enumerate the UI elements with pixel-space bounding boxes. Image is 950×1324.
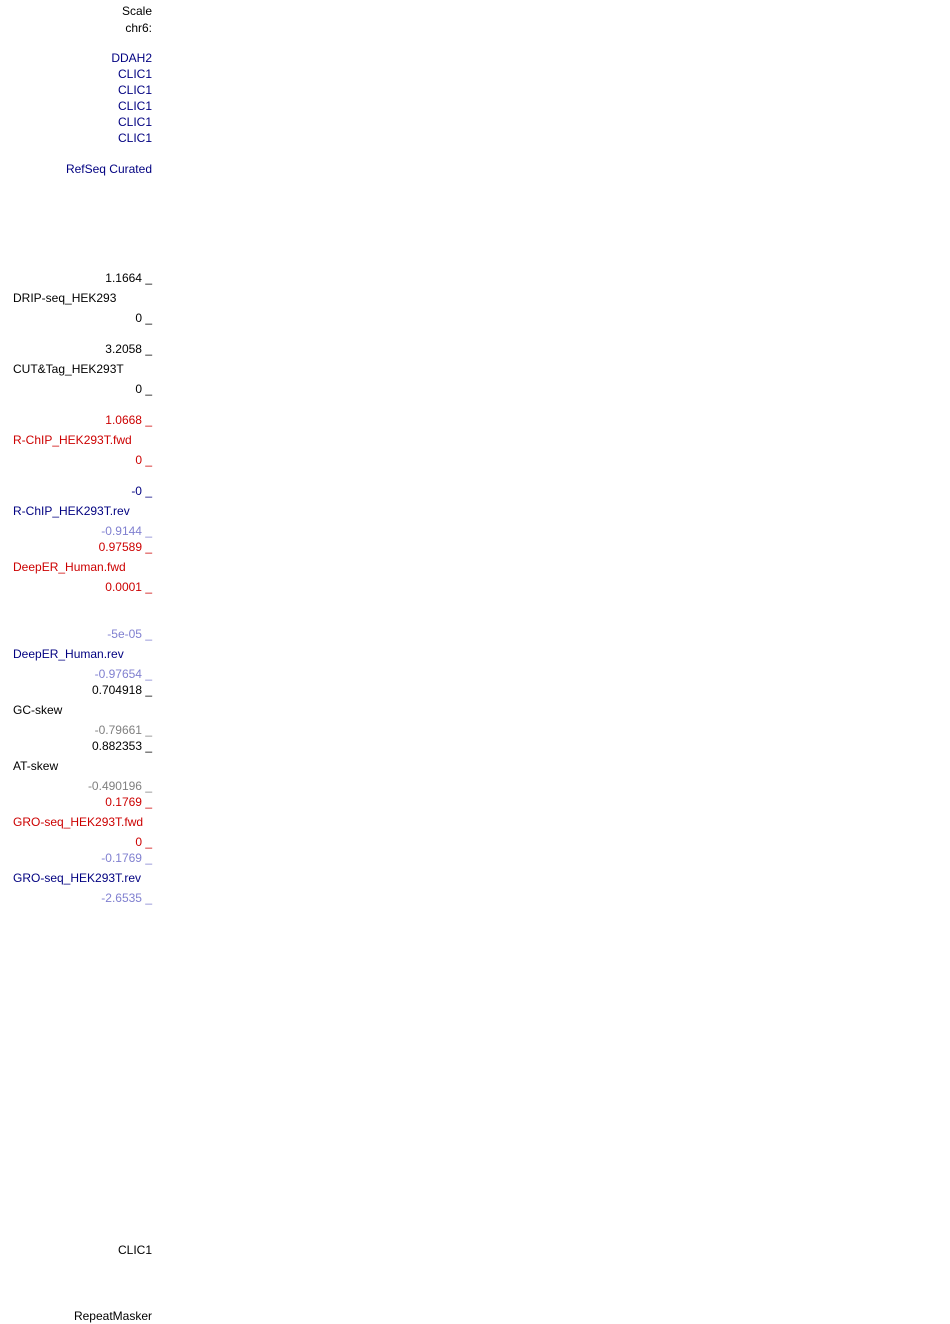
gro-rev-track-label[interactable]: GRO-seq_HEK293T.rev <box>13 871 142 885</box>
gc-skew-max-value: 0.704918 _ <box>91 683 152 697</box>
rchip-rev-max-value: -0 _ <box>131 484 152 498</box>
gro-fwd-track-label[interactable]: GRO-seq_HEK293T.fwd <box>13 815 144 829</box>
deeper-fwd-min-value: 0.0001 _ <box>105 580 152 594</box>
gc-skew-track-label[interactable]: GC-skew <box>13 703 63 717</box>
deeper-rev-track-label[interactable]: DeepER_Human.rev <box>13 647 124 661</box>
deeper-fwd-max-value: 0.97589 _ <box>98 540 152 554</box>
gene-label-clic1[interactable]: CLIC1 <box>117 99 152 113</box>
drip-min-value: 0 _ <box>135 311 152 325</box>
at-skew-track-label[interactable]: AT-skew <box>13 759 59 773</box>
gene-label-clic1[interactable]: CLIC1 <box>117 83 152 97</box>
gro-rev-max-value: -0.1769 _ <box>101 851 152 865</box>
refseq-track-label[interactable]: RefSeq Curated <box>65 162 152 176</box>
gene-label-ddah2[interactable]: DDAH2 <box>111 51 152 65</box>
gro-fwd-min-value: 0 _ <box>135 835 152 849</box>
rchip-fwd-track-label[interactable]: R-ChIP_HEK293T.fwd <box>13 433 132 447</box>
chrom-label: chr6: <box>125 21 152 35</box>
gene-label-clic1-bottom[interactable]: CLIC1 <box>117 1243 152 1257</box>
gro-fwd-max-value: 0.1769 _ <box>105 795 152 809</box>
at-skew-max-value: 0.882353 _ <box>91 739 152 753</box>
deeper-rev-min-value: -0.97654 _ <box>94 667 152 681</box>
rchip-fwd-max-value: 1.0668 _ <box>105 413 152 427</box>
gc-skew-min-value: -0.79661 _ <box>94 723 152 737</box>
gene-label-clic1[interactable]: CLIC1 <box>117 67 152 81</box>
gene-label-clic1[interactable]: CLIC1 <box>117 115 152 129</box>
scale-label: Scale <box>121 4 152 18</box>
track-display-area[interactable] <box>160 0 950 1324</box>
cuttag-min-value: 0 _ <box>135 382 152 396</box>
deeper-rev-max-value: -5e-05 _ <box>107 627 152 641</box>
repeatmasker-track-label[interactable]: RepeatMasker <box>73 1309 152 1323</box>
at-skew-min-value: -0.490196 _ <box>87 779 152 793</box>
rchip-rev-track-label[interactable]: R-ChIP_HEK293T.rev <box>13 504 130 518</box>
cuttag-max-value: 3.2058 _ <box>105 342 152 356</box>
rchip-fwd-min-value: 0 _ <box>135 453 152 467</box>
gene-label-clic1[interactable]: CLIC1 <box>117 131 152 145</box>
gro-rev-min-value: -2.6535 _ <box>101 891 152 905</box>
cuttag-track-label[interactable]: CUT&Tag_HEK293T <box>13 362 124 376</box>
drip-max-value: 1.1664 _ <box>105 271 152 285</box>
drip-track-label[interactable]: DRIP-seq_HEK293 <box>13 291 117 305</box>
deeper-fwd-track-label[interactable]: DeepER_Human.fwd <box>13 560 126 574</box>
rchip-rev-min-value: -0.9144 _ <box>101 524 152 538</box>
